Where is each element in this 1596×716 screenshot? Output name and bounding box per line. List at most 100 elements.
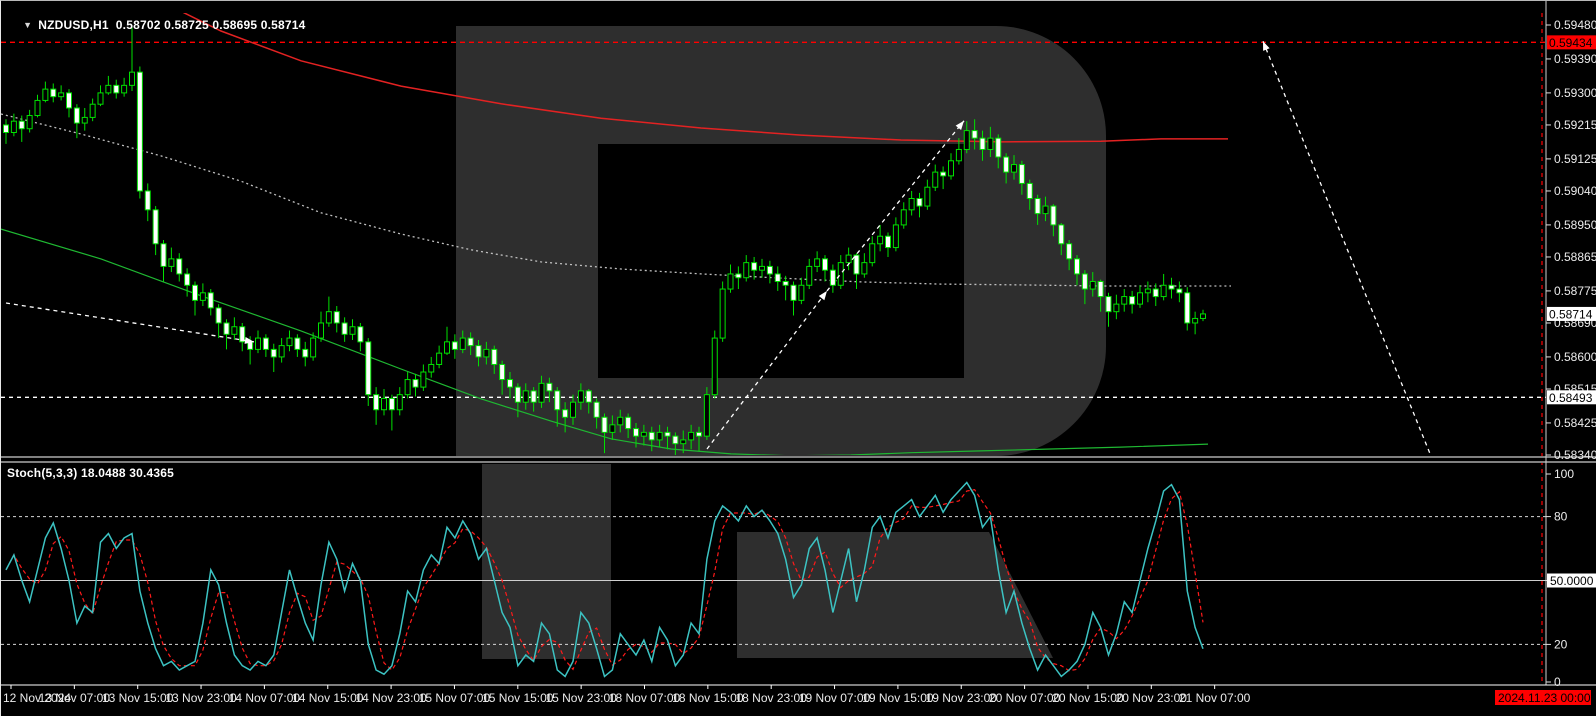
time-tick-label: 13 Nov 15:00	[102, 691, 174, 705]
trendline-dashed-arrow[interactable]	[1260, 40, 1432, 456]
watermark-stem-top	[456, 26, 616, 456]
candle-body-bear	[1105, 296, 1112, 313]
candle	[388, 394, 395, 431]
candle	[231, 317, 238, 340]
candle	[129, 25, 135, 92]
candle-body-bull	[845, 254, 852, 264]
candle-body-bull	[444, 341, 450, 354]
candle	[916, 192, 923, 218]
candle-body-bull	[121, 84, 128, 94]
candle	[1144, 281, 1151, 303]
candle	[97, 85, 104, 107]
candle-body-bear	[1018, 164, 1025, 184]
candle-body-bull	[892, 224, 899, 249]
candle	[113, 79, 120, 99]
candle	[310, 332, 317, 361]
candle-body-bull	[570, 401, 576, 418]
candle-body-bear	[664, 431, 671, 437]
future-date-badge-text: 2024.11.23 00:00	[1498, 691, 1591, 705]
main-price-panel[interactable]	[1, 1, 1546, 456]
candle	[26, 109, 33, 133]
price-badge-support: 0.58493	[1547, 390, 1596, 405]
candle-body-bear	[774, 273, 781, 282]
stoch-axis[interactable]: 100 80 50.0000 20 0	[1546, 467, 1596, 689]
price-tick-label: 0.58340	[1554, 448, 1596, 462]
stoch-main-line[interactable]	[5, 481, 1204, 678]
ma-green[interactable]	[1, 228, 1209, 456]
candle-body-bear	[766, 265, 773, 275]
candle-body-bear	[499, 363, 506, 381]
price-tick-label: 0.59215	[1554, 118, 1596, 132]
ma-silver-dotted[interactable]	[1, 113, 1231, 287]
price-axis[interactable]: 0.59480 0.59390 0.59300 0.59215 0.59125 0.590…	[1546, 18, 1596, 462]
trendline-segment[interactable]	[1262, 40, 1432, 456]
price-tick-label: 0.58865	[1554, 250, 1596, 264]
candle	[199, 283, 206, 307]
time-tick-label: 21 Nov 07:00	[1179, 691, 1251, 705]
candle	[1074, 255, 1080, 286]
time-tick-label: 15 Nov 23:00	[545, 691, 617, 705]
candle-body-bear	[333, 311, 340, 324]
candle	[184, 268, 191, 297]
time-tick-label: 19 Nov 07:00	[799, 691, 871, 705]
candle	[66, 89, 72, 118]
candle-body-bear	[66, 92, 72, 109]
candle	[1034, 194, 1041, 225]
candle-body-bear	[1058, 224, 1065, 245]
candle	[294, 334, 301, 357]
candle	[1176, 281, 1183, 303]
candle	[475, 339, 482, 367]
candle	[121, 77, 128, 97]
candle-body-bull	[26, 115, 33, 130]
chart-title-text: NZDUSD,H1 0.58702 0.58725 0.58695 0.5871…	[38, 18, 306, 32]
candle	[806, 258, 813, 290]
candle-body-bear	[467, 337, 474, 347]
candle-body-bull	[381, 397, 387, 411]
candle	[436, 345, 443, 369]
stoch-signal-line[interactable]	[5, 488, 1204, 672]
candle-body-bear	[585, 390, 592, 403]
trendline-segment[interactable]	[706, 290, 828, 450]
candle-body-bull	[1011, 164, 1017, 173]
candle	[601, 413, 608, 454]
candle-body-bull	[436, 352, 443, 365]
candle	[1137, 285, 1143, 308]
candle-body-bull	[1089, 280, 1096, 290]
time-tick-label: 14 Nov 07:00	[229, 691, 301, 705]
candle-body-bull	[656, 431, 663, 441]
symbol-dropdown-icon[interactable]: ▼	[23, 20, 33, 30]
candle-body-bull	[798, 284, 805, 301]
trendline-segment[interactable]	[5, 302, 255, 343]
candle-body-bear	[207, 292, 214, 309]
trendline-arrowhead	[244, 336, 254, 344]
candle	[58, 85, 65, 101]
trendline-dashed-arrow[interactable]	[5, 302, 255, 345]
candle	[853, 253, 860, 290]
trendline-dashed-arrow[interactable]	[706, 289, 830, 450]
candle-body-bear	[979, 137, 986, 150]
candle	[3, 119, 9, 144]
candle	[538, 375, 545, 408]
candle-body-bull	[1042, 205, 1049, 215]
time-tick-label: 18 Nov 15:00	[672, 691, 744, 705]
ma-red[interactable]	[159, 1, 1228, 143]
stochastic-panel[interactable]	[1, 481, 1546, 678]
candle-body-bull	[349, 326, 356, 335]
candle	[522, 383, 529, 410]
candle-body-bull	[963, 130, 970, 150]
trendline-dashed-arrow[interactable]	[826, 119, 967, 292]
candle-body-bull	[609, 424, 616, 433]
candle	[585, 388, 592, 414]
candle-body-bear	[751, 262, 758, 271]
candle	[1011, 155, 1017, 180]
candle	[357, 322, 364, 352]
candle	[656, 424, 663, 448]
candle	[286, 330, 293, 352]
candle-body-bull	[318, 322, 324, 339]
panel-separator[interactable]	[1, 456, 1596, 463]
candle-body-bull	[640, 431, 647, 437]
price-badge-resistance-bg	[1547, 35, 1596, 50]
candle	[144, 183, 151, 222]
